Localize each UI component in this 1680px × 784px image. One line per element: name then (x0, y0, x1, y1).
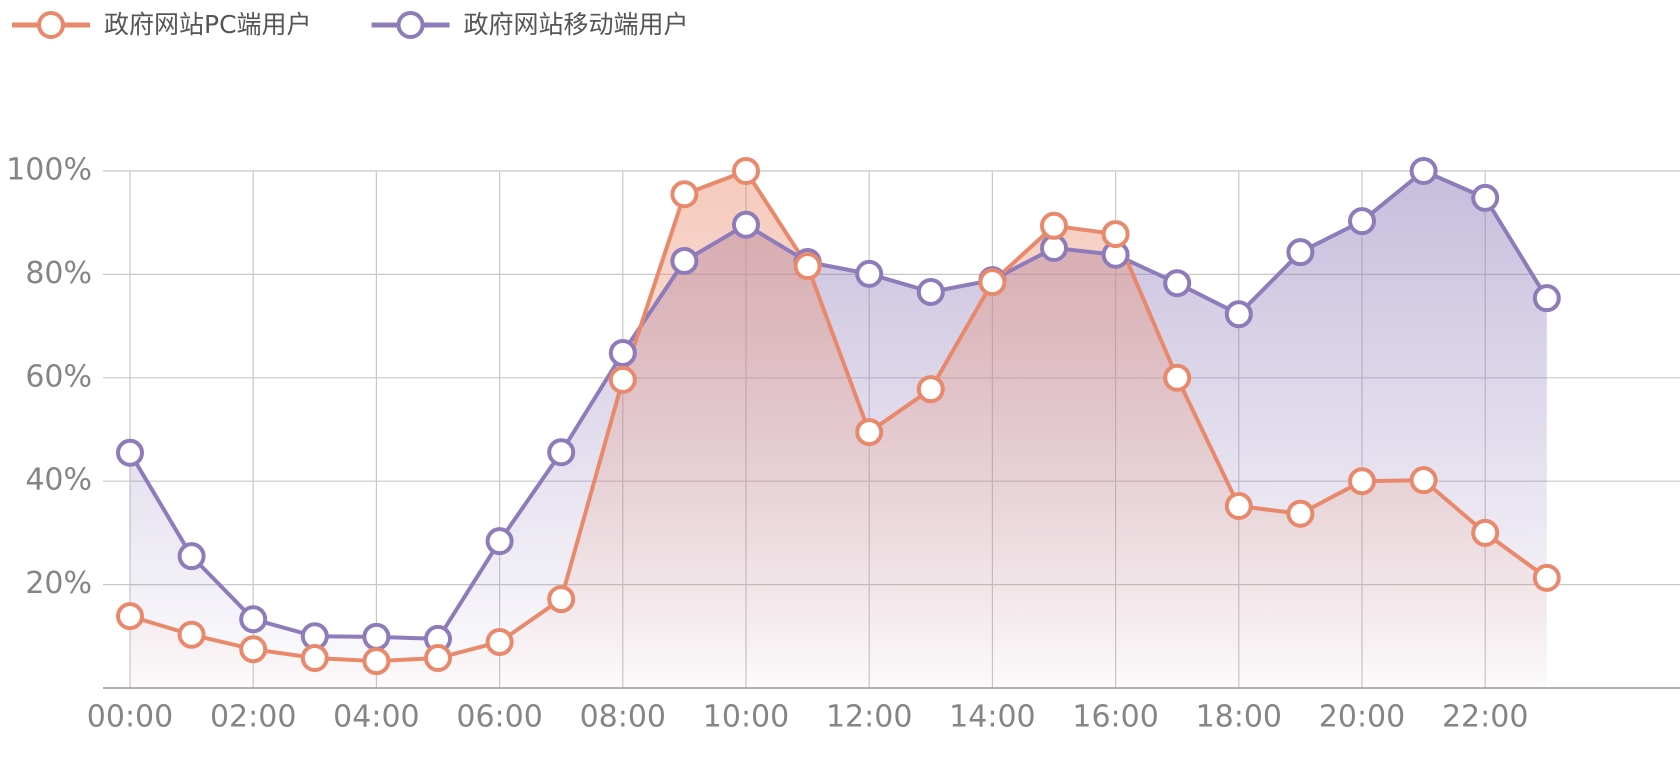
point (732, 157, 760, 185)
point (732, 210, 760, 239)
point (608, 338, 637, 367)
point (855, 259, 884, 288)
point (670, 246, 699, 275)
x-tick-label: 06:00 (456, 700, 542, 735)
legend-label: 政府网站PC端用户 (104, 10, 312, 39)
point (1286, 499, 1315, 528)
point (1348, 467, 1376, 496)
point (1409, 466, 1438, 495)
legend-marker (396, 11, 425, 39)
y-tick-label: 100% (6, 153, 92, 188)
point (177, 620, 206, 649)
x-tick-label: 16:00 (1072, 700, 1158, 735)
x-tick-label: 22:00 (1442, 700, 1528, 735)
point (1348, 207, 1376, 236)
point (1471, 183, 1500, 212)
legend-item: 政府网站PC端用户 (12, 10, 312, 39)
point (670, 180, 699, 209)
x-tick-label: 08:00 (580, 700, 666, 735)
point (116, 438, 144, 467)
point (239, 635, 268, 664)
point (978, 268, 1007, 297)
x-tick-label: 04:00 (333, 700, 419, 735)
legend-marker (37, 11, 65, 39)
point (1040, 211, 1068, 240)
x-tick-label: 14:00 (949, 700, 1035, 735)
legend-label: 政府网站移动端用户 (464, 10, 689, 39)
point (239, 605, 268, 634)
point (1101, 220, 1130, 249)
legend-item: 政府网站移动端用户 (371, 10, 689, 39)
point (300, 644, 329, 673)
point (1409, 157, 1438, 185)
x-tick-label: 20:00 (1319, 700, 1405, 735)
point (362, 622, 391, 651)
point (1163, 269, 1192, 298)
point (916, 375, 945, 404)
area (130, 171, 1547, 688)
point (1532, 563, 1561, 592)
y-tick-label: 40% (25, 463, 92, 498)
point (608, 365, 637, 394)
point (1224, 492, 1253, 521)
point (1224, 300, 1253, 329)
point (916, 277, 945, 306)
point (177, 542, 206, 571)
x-tick-label: 00:00 (87, 700, 173, 735)
point (547, 438, 576, 467)
point (362, 647, 391, 676)
point (1286, 238, 1315, 267)
point (485, 527, 514, 556)
x-tick-label: 18:00 (1196, 700, 1282, 735)
y-tick-label: 60% (25, 359, 92, 394)
point (547, 585, 576, 614)
y-tick-label: 80% (25, 256, 92, 291)
x-tick-label: 10:00 (703, 700, 789, 735)
y-tick-label: 20% (25, 566, 92, 601)
point (424, 644, 452, 673)
point (793, 252, 822, 281)
point (1532, 284, 1561, 313)
point (1163, 363, 1192, 392)
x-tick-label: 12:00 (826, 700, 912, 735)
point (116, 602, 144, 631)
point (855, 418, 884, 447)
x-tick-label: 02:00 (210, 700, 296, 735)
point (1471, 518, 1500, 547)
point (485, 627, 514, 656)
